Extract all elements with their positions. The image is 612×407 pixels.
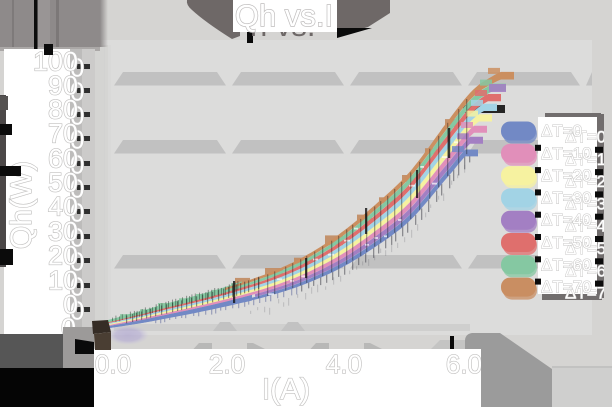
svg-text:0: 0 <box>70 296 84 326</box>
svg-text:0: 0 <box>70 272 84 302</box>
svg-text:I(A): I(A) <box>262 373 310 406</box>
svg-text:60: 60 <box>48 144 78 174</box>
svg-text:ΔT=0: ΔT=0 <box>565 128 606 147</box>
svg-text:70: 70 <box>48 119 78 149</box>
svg-text:ΔT=10: ΔT=10 <box>541 144 592 163</box>
svg-text:0: 0 <box>63 290 78 320</box>
svg-text:10: 10 <box>48 266 78 296</box>
svg-text:ΔT=60: ΔT=60 <box>565 261 612 280</box>
svg-text:0: 0 <box>70 150 84 180</box>
svg-text:ΔT=50: ΔT=50 <box>541 233 592 252</box>
svg-text:0: 0 <box>70 198 84 228</box>
svg-text:ΔT=20: ΔT=20 <box>565 172 612 191</box>
svg-text:90: 90 <box>48 71 78 101</box>
svg-text:ΔT=20: ΔT=20 <box>541 166 592 185</box>
svg-text:ΔT=70: ΔT=70 <box>541 278 592 297</box>
svg-text:ΔT=50: ΔT=50 <box>565 239 612 258</box>
svg-text:0: 0 <box>70 174 84 204</box>
svg-text:ΔT=30: ΔT=30 <box>565 194 612 213</box>
svg-text:0: 0 <box>70 125 84 155</box>
svg-text:ΔT=0: ΔT=0 <box>541 122 582 141</box>
svg-text:0.0: 0.0 <box>95 349 131 379</box>
svg-text:30: 30 <box>48 217 78 247</box>
svg-text:0: 0 <box>70 77 84 107</box>
svg-text:ΔT=70: ΔT=70 <box>565 284 612 303</box>
svg-text:ΔT=40: ΔT=40 <box>541 211 592 230</box>
svg-text:ΔT=30: ΔT=30 <box>541 188 592 207</box>
svg-text:ΔT=60: ΔT=60 <box>541 255 592 274</box>
svg-text:ΔT=10: ΔT=10 <box>565 150 612 169</box>
svg-text:40: 40 <box>48 192 78 222</box>
svg-text:0: 0 <box>70 101 84 131</box>
svg-text:20: 20 <box>48 241 78 271</box>
svg-text:80: 80 <box>48 95 78 125</box>
svg-text:50: 50 <box>48 168 78 198</box>
svg-text:ΔT=40: ΔT=40 <box>565 217 612 236</box>
svg-text:2.0: 2.0 <box>209 349 245 379</box>
svg-text:0: 0 <box>70 247 84 277</box>
svg-text:100: 100 <box>33 47 78 77</box>
svg-text:0: 0 <box>70 53 84 83</box>
svg-text:h vs.: h vs. <box>250 8 315 43</box>
svg-text:6.0: 6.0 <box>446 349 482 379</box>
svg-text:Qh vs.I: Qh vs.I <box>235 0 333 33</box>
svg-text:0: 0 <box>70 223 84 253</box>
svg-text:4.0: 4.0 <box>326 349 362 379</box>
